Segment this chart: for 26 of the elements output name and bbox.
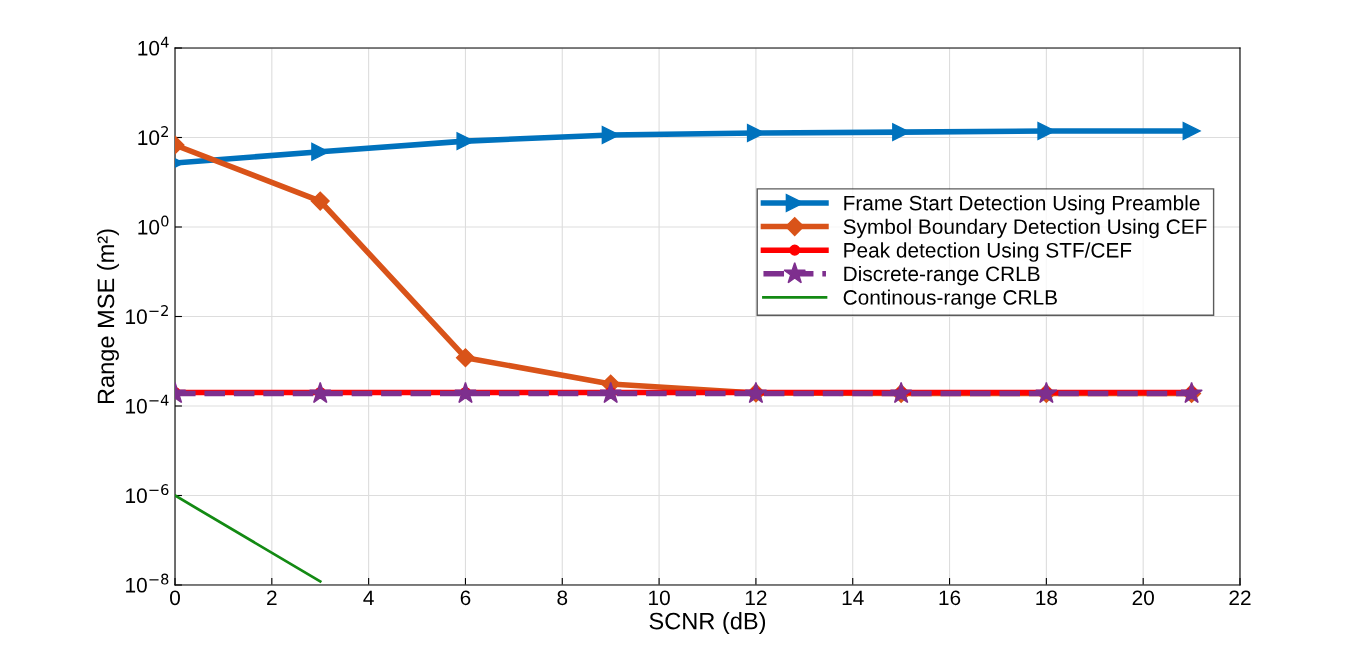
x-tick-label: 4 (363, 590, 374, 605)
x-tick-label: 14 (842, 590, 864, 605)
x-tick-label: 8 (557, 590, 568, 606)
y-tick-label: 10$^{−2}$ (126, 305, 168, 325)
x-tick-label: 16 (939, 590, 961, 606)
legend-label: Continous-range CRLB (843, 289, 1057, 309)
x-tick-label: 0 (170, 590, 180, 606)
y-axis-title: Range MSE (m²) (96, 229, 119, 404)
y-tick-label: 10$^{2}$ (138, 126, 168, 146)
y-tick-label: 10$^{−8}$ (126, 573, 169, 593)
legend-label: Discrete-range CRLB (844, 265, 1040, 286)
y-tick-label: 10$^{−4}$ (126, 394, 169, 414)
x-tick-label: 20 (1132, 590, 1154, 606)
y-tick-label: 10$^{0}$ (138, 215, 169, 235)
x-tick-label: 2 (267, 590, 277, 605)
legend-label: Frame Start Detection Using Preamble (844, 195, 1200, 215)
y-tick-label: 10$^{−6}$ (126, 484, 169, 504)
legend-label: Symbol Boundary Detection Using CEF (843, 218, 1207, 239)
y-tick-label: 10$^{4}$ (138, 36, 169, 56)
legend-label: Peak detection Using STF/CEF (844, 242, 1132, 262)
x-tick-label: 6 (460, 590, 471, 606)
x-tick-label: 18 (1036, 590, 1058, 606)
x-tick-label: 22 (1229, 590, 1251, 605)
x-tick-label: 10 (649, 590, 670, 606)
x-axis-title: SCNR (dB) (649, 612, 766, 635)
x-tick-label: 12 (745, 590, 767, 605)
